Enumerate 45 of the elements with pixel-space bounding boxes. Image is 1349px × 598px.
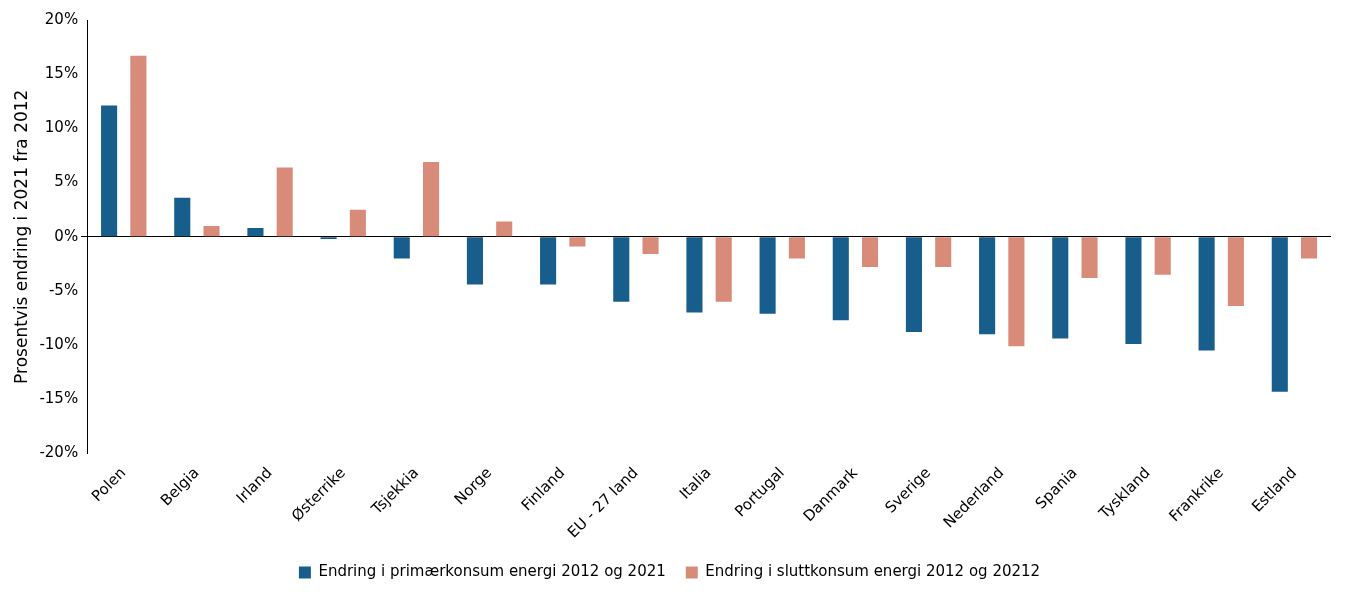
bar [1227, 237, 1244, 307]
bar [422, 161, 440, 237]
y-tick-label: 20% [44, 9, 79, 28]
bar [393, 237, 410, 259]
bar [496, 221, 513, 237]
bar [935, 237, 952, 268]
y-tick-label: 10% [44, 118, 79, 137]
bar [349, 209, 366, 237]
legend-label: Endring i primærkonsum energi 2012 og 2021 [318, 562, 666, 581]
bar [613, 237, 630, 302]
bar [276, 167, 293, 237]
y-tick-label: -15% [39, 389, 79, 408]
bar [540, 237, 557, 285]
bar [247, 228, 264, 237]
bar [905, 237, 922, 333]
y-tick-label: 0% [54, 226, 79, 245]
y-tick-label: 15% [44, 64, 79, 83]
bar [130, 55, 147, 237]
bar [1052, 237, 1069, 339]
y-tick-label: -5% [48, 280, 79, 299]
bar [715, 237, 732, 302]
bar [642, 237, 659, 255]
bar [1008, 237, 1025, 347]
bar [788, 237, 805, 259]
bar [862, 237, 879, 268]
y-tick-label: 5% [54, 172, 79, 191]
bar [1198, 237, 1215, 351]
y-axis-title: Prosentvis endring i 2021 fra 2012 [10, 89, 31, 384]
y-tick-label: -10% [39, 334, 79, 353]
bar [174, 197, 191, 237]
bar [759, 237, 776, 314]
bar [466, 237, 483, 285]
bar [1125, 237, 1142, 345]
y-tick-label: -20% [39, 443, 79, 462]
bar [832, 237, 849, 321]
bar [101, 105, 118, 237]
bar [979, 237, 996, 335]
bar [686, 237, 703, 313]
bar [203, 225, 220, 237]
bar [1301, 237, 1318, 259]
bar [569, 237, 586, 247]
legend-label: Endring i sluttkonsum energi 2012 og 20212 [705, 562, 1041, 581]
bar [1154, 237, 1171, 275]
bar [1271, 237, 1288, 392]
bar [1081, 237, 1098, 278]
